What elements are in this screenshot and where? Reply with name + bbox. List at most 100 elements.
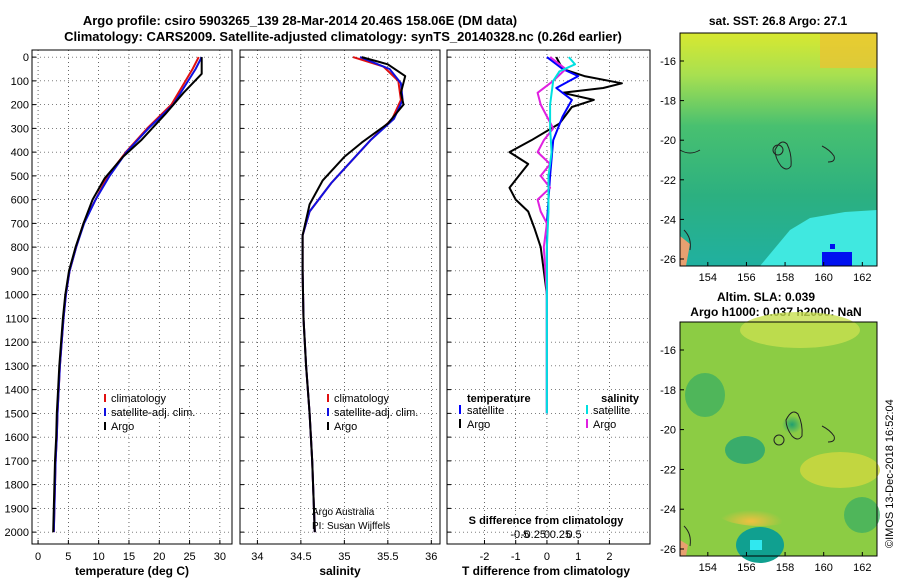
map-sla-blob-green-3 [685,373,725,417]
panel-temperature-frame [31,49,233,545]
temperature-legend: climatology satellite-adj. clim. Argo [104,393,195,433]
map-y-tick-label: -22 [660,175,676,187]
x-tick-label: 2 [606,551,612,563]
diff-legend: temperature satellite Argo salinity sate… [459,393,640,431]
map-sst-title: sat. SST: 26.8 Argo: 27.1 [709,14,848,28]
map-sla-blob-green-4 [844,497,880,533]
map-sla-frame [679,321,878,557]
legend-label-s-argo: Argo [593,419,616,431]
map-sla-blob-yellow-2 [800,452,880,488]
salinity-diff-tick-label: -0.5 [510,529,529,541]
map-y-tick-label: -20 [660,425,676,437]
legend-label-t-argo: Argo [467,419,490,431]
y-tick-label: 600 [11,195,29,207]
map-sst-warm-patch [820,33,877,68]
series-temperature-argo [508,56,623,414]
header-line1: Argo profile: csiro 5903265_139 28-Mar-2… [83,13,517,28]
x-tick-label: 10 [93,551,105,563]
map-y-tick-label: -26 [660,544,676,556]
salinity-diff-tick-label: 0.5 [566,529,581,541]
map-y-tick-label: -24 [660,214,676,226]
y-tick-label: 1500 [5,408,29,420]
map-sla-blob-yellow-1 [740,312,860,348]
x-tick-label: 0 [35,551,41,563]
map-y-tick-label: -16 [660,345,676,357]
map-x-tick-label: 156 [737,272,755,284]
y-tick-label: 1900 [5,503,29,515]
series-argo [301,56,407,533]
map-sst-blue-dot [830,244,835,249]
salinity-xlabel: salinity [319,564,361,578]
y-tick-label: 700 [11,218,29,230]
y-tick-label: 500 [11,171,29,183]
y-tick-label: 300 [11,123,29,135]
map-sla-cyan-patch [750,540,762,550]
diff-xlabel-top: S difference from climatology [469,515,625,527]
map-sla-blob-green-5 [780,412,820,448]
map-x-tick-label: 158 [776,562,794,574]
x-tick-label: 25 [183,551,195,563]
panel-differences: -2 -1 0 1 2-0.5-0.250 0.250.5 T difference fr… [446,49,651,578]
x-tick-label: 35.5 [377,551,398,563]
x-tick-label: -1 [511,551,521,563]
salinity-diff-tick-label: 0 [544,529,550,541]
series-argo [52,57,203,533]
map-sst-frame [679,32,878,267]
map-sst-contours [679,141,835,251]
salinity-diff-tick-label: -0.25 [521,529,546,541]
y-tick-label: 1300 [5,361,29,373]
map-sla-contours [683,411,835,547]
map-x-tick-label: 162 [853,562,871,574]
y-tick-label: 2000 [5,527,29,539]
y-tick-label: 1800 [5,480,29,492]
map-x-tick-label: 154 [699,272,717,284]
map-y-tick-label: -22 [660,464,676,476]
y-tick-label: 0 [23,52,29,64]
map-sst-blue-patch [822,252,852,266]
map-x-tick-label: 154 [699,562,717,574]
map-y-tick-label: -24 [660,504,676,516]
credit-line1: Argo Australia [312,507,375,518]
x-tick-label: 35 [338,551,350,563]
x-tick-label: 0 [544,551,550,563]
series-satellite-adj-clim- [52,56,203,533]
y-tick-label: 100 [11,76,29,88]
y-tick-label: 1700 [5,456,29,468]
legend-label-satellite: satellite-adj. clim. [111,407,195,419]
legend-label-argo: Argo [111,421,134,433]
map-sla: Altim. SLA: 0.039 Argo h1000: 0.037 h200… [660,290,880,574]
panel-temperature: 0100200300400500600700800900100011001200… [5,49,233,578]
panel-differences-frame [446,49,651,545]
salinity-diff-tick-label: 0.25 [550,529,571,541]
series-climatology [301,56,402,533]
y-tick-label: 200 [11,100,29,112]
legend-title-temperature: temperature [467,393,531,405]
x-tick-label: 34 [251,551,263,563]
y-tick-label: 400 [11,147,29,159]
temperature-xlabel: temperature (deg C) [75,564,189,578]
map-sla-blob-orange [715,494,805,526]
x-tick-label: 15 [123,551,135,563]
map-y-tick-label: -16 [660,56,676,68]
map-sst: sat. SST: 26.8 Argo: 27.1 154 156 158 160 16… [660,14,878,284]
y-tick-label: 900 [11,266,29,278]
map-x-tick-label: 162 [853,272,871,284]
header-line2: Climatology: CARS2009. Satellite-adjuste… [64,29,622,44]
x-tick-label: 30 [214,551,226,563]
y-tick-label: 800 [11,242,29,254]
series-temperature-satellite [545,56,580,414]
map-y-tick-label: -18 [660,96,676,108]
map-y-tick-label: -18 [660,385,676,397]
map-x-tick-label: 160 [815,272,833,284]
legend-label-satellite: satellite-adj. clim. [334,407,418,419]
legend-label-t-satellite: satellite [467,405,504,417]
credit-line2: PI: Susan Wijffels [312,521,390,532]
legend-title-salinity: salinity [601,393,640,405]
panel-salinity: 34 34.5 35 35.5 36 salinity climatology sate… [239,49,441,578]
map-x-tick-label: 156 [737,562,755,574]
y-tick-label: 1000 [5,290,29,302]
y-tick-label: 1400 [5,385,29,397]
map-sla-blob-green-1 [725,436,765,464]
panel-salinity-frame [239,49,441,545]
